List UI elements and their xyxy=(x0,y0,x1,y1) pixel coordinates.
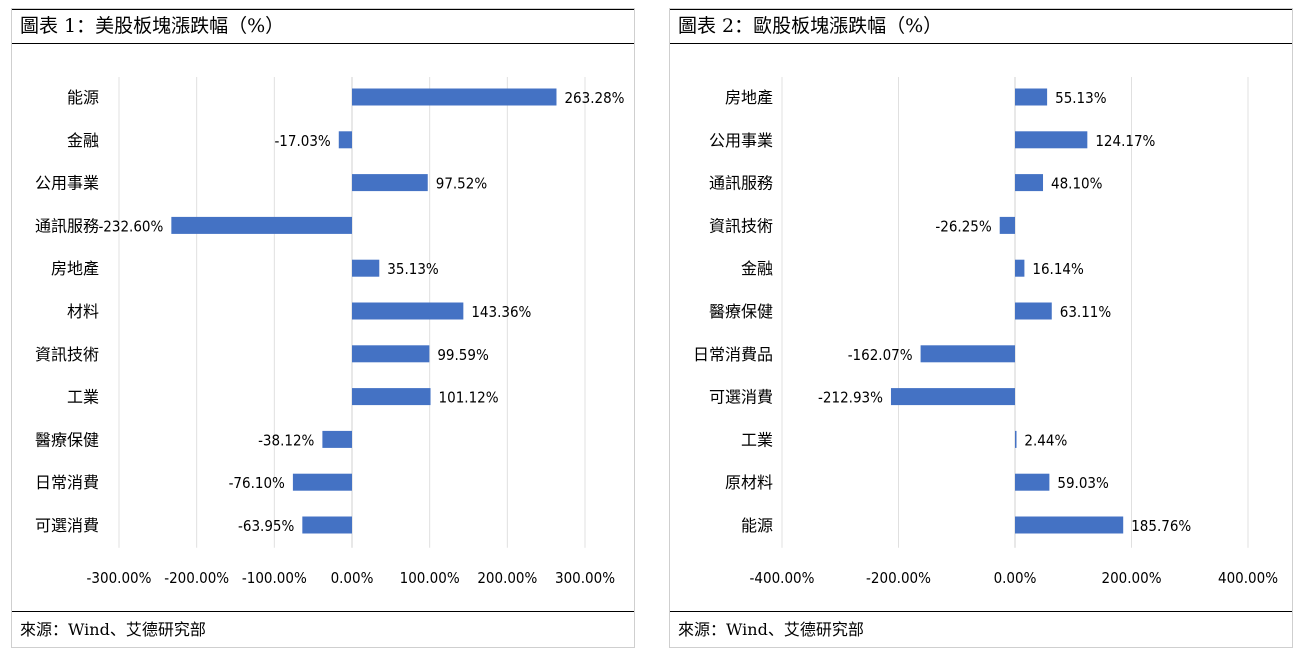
category-label: 房地產 xyxy=(725,88,773,107)
chart-title: 圖表 1：美股板塊漲跌幅（%） xyxy=(12,9,634,44)
category-label: 房地產 xyxy=(51,259,99,278)
data-label: 97.52% xyxy=(436,175,488,193)
category-label: 能源 xyxy=(741,516,773,535)
data-label: 63.11% xyxy=(1060,303,1112,321)
bar xyxy=(352,88,557,106)
category-label: 金融 xyxy=(67,131,99,150)
source-note: 來源：Wind、艾德研究部 xyxy=(12,611,634,647)
category-label: 可選消費 xyxy=(35,516,99,535)
data-label: 101.12% xyxy=(439,389,499,407)
data-label: 124.17% xyxy=(1095,132,1155,150)
data-label: 143.36% xyxy=(471,303,531,321)
x-tick-label: 400.00% xyxy=(1218,569,1278,587)
x-tick-label: -200.00% xyxy=(866,569,931,587)
category-label: 醫療保健 xyxy=(35,430,99,449)
bar xyxy=(1015,430,1017,448)
bar xyxy=(890,388,1015,406)
chart-panel-us: 圖表 1：美股板塊漲跌幅（%） -300.00% -200.00% -100.00%… xyxy=(11,8,635,648)
bar xyxy=(1015,259,1025,277)
data-label: -17.03% xyxy=(274,132,330,150)
x-tick-label: -300.00% xyxy=(87,569,152,587)
eu-sector-bar-chart: -400.00% -200.00% 0.00% 200.00% 400.00% 房地產 55… xyxy=(693,77,1278,587)
category-label: 工業 xyxy=(67,388,99,407)
category-label: 醫療保健 xyxy=(709,302,773,321)
data-label: 35.13% xyxy=(387,260,439,278)
plot-area: -400.00% -200.00% 0.00% 200.00% 400.00% 房地產 55… xyxy=(670,51,1292,611)
bar xyxy=(1015,131,1088,149)
data-label: -162.07% xyxy=(848,346,913,364)
category-label: 原材料 xyxy=(725,473,773,492)
category-label: 通訊服務 xyxy=(35,216,99,235)
data-label: -63.95% xyxy=(238,517,294,535)
chart-panel-eu: 圖表 2：歐股板塊漲跌幅（%） -400.00% -200.00% 0.00% 200… xyxy=(669,8,1293,648)
data-label: 2.44% xyxy=(1024,431,1067,449)
category-label: 資訊技術 xyxy=(35,345,99,364)
bar xyxy=(352,388,431,406)
data-label: 55.13% xyxy=(1055,89,1107,107)
x-tick-label: 100.00% xyxy=(400,569,460,587)
bar xyxy=(352,259,380,277)
category-label: 可選消費 xyxy=(709,388,773,407)
x-tick-label: 200.00% xyxy=(477,569,537,587)
data-label: 99.59% xyxy=(437,346,489,364)
bar xyxy=(302,516,352,534)
category-label: 能源 xyxy=(67,88,99,107)
category-label: 日常消費品 xyxy=(693,345,773,364)
header-rule xyxy=(670,9,1292,10)
category-label: 公用事業 xyxy=(709,131,773,150)
data-label: 16.14% xyxy=(1032,260,1084,278)
data-label: -76.10% xyxy=(229,474,285,492)
plot-area: -300.00% -200.00% -100.00% 0.00% 100.00% 200.… xyxy=(12,51,634,611)
category-label: 公用事業 xyxy=(35,174,99,193)
data-label: 185.76% xyxy=(1131,517,1191,535)
bar xyxy=(1015,302,1052,320)
category-label: 通訊服務 xyxy=(709,174,773,193)
data-label: -26.25% xyxy=(935,217,991,235)
chart-title: 圖表 2：歐股板塊漲跌幅（%） xyxy=(670,9,1292,44)
category-label: 資訊技術 xyxy=(709,216,773,235)
source-note: 來源：Wind、艾德研究部 xyxy=(670,611,1292,647)
x-tick-label: -200.00% xyxy=(164,569,229,587)
bar xyxy=(1015,516,1124,534)
data-label: -212.93% xyxy=(818,389,883,407)
bar xyxy=(352,345,430,363)
bar xyxy=(1015,174,1044,192)
bar xyxy=(338,131,352,149)
data-label: 263.28% xyxy=(564,89,624,107)
category-label: 日常消費 xyxy=(35,473,99,492)
x-tick-label: -400.00% xyxy=(750,569,815,587)
category-label: 金融 xyxy=(741,259,773,278)
bar xyxy=(1015,88,1048,106)
x-tick-label: 0.00% xyxy=(331,569,374,587)
data-label: -38.12% xyxy=(258,431,314,449)
x-tick-label: 300.00% xyxy=(555,569,615,587)
x-tick-label: 200.00% xyxy=(1101,569,1161,587)
bar xyxy=(920,345,1015,363)
bar xyxy=(352,302,464,320)
data-label: 59.03% xyxy=(1057,474,1109,492)
x-tick-label: -100.00% xyxy=(242,569,307,587)
bar xyxy=(292,473,352,491)
x-tick-label: 0.00% xyxy=(994,569,1037,587)
bar xyxy=(999,216,1015,234)
category-label: 工業 xyxy=(741,430,773,449)
bar xyxy=(171,216,352,234)
header-rule xyxy=(12,9,634,10)
bar xyxy=(322,430,352,448)
bar xyxy=(1015,473,1050,491)
category-label: 材料 xyxy=(67,302,99,321)
data-label: -232.60% xyxy=(98,217,163,235)
bar xyxy=(352,174,428,192)
data-label: 48.10% xyxy=(1051,175,1103,193)
us-sector-bar-chart: -300.00% -200.00% -100.00% 0.00% 100.00% 200.… xyxy=(35,77,625,587)
